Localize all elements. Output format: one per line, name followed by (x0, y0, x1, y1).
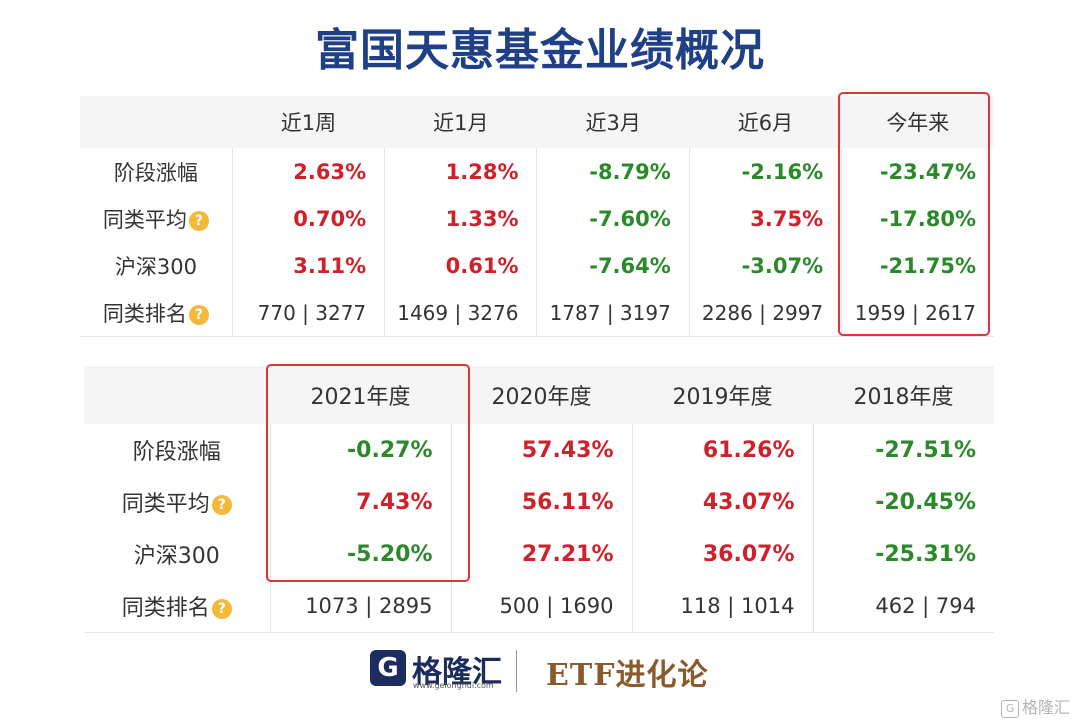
value-cell: 27.21% (450, 528, 632, 580)
header-cell: 2018年度 (813, 366, 994, 424)
value-cell: 56.11% (450, 476, 632, 528)
value-cell: 3.11% (231, 242, 385, 289)
row-label: 同类平均? (80, 195, 232, 242)
row-label: 同类平均? (84, 476, 270, 528)
table-row: 阶段涨幅 2.63% 1.28% -8.79% -2.16% -23.47% (80, 148, 994, 195)
partner-text: ETF进化论 (546, 658, 709, 693)
rank-cell: 1073 | 2895 (269, 580, 451, 633)
table-header-row: 近1周 近1月 近3月 近6月 今年来 (80, 96, 994, 148)
value-cell: -8.79% (536, 148, 690, 195)
table-row: 阶段涨幅 -0.27% 57.43% 61.26% -27.51% (84, 424, 994, 476)
table-row: 同类排名? 1073 | 2895 500 | 1690 118 | 1014 … (84, 580, 994, 633)
table-row: 沪深300 -5.20% 27.21% 36.07% -25.31% (84, 528, 994, 580)
footer: G 格隆汇 www.gelonghui.com ETF进化论 (0, 648, 1080, 694)
highlight-box-ytd (838, 92, 990, 336)
value-cell: 36.07% (631, 528, 813, 580)
row-label-text: 沪深300 (133, 544, 220, 569)
value-cell: -5.20% (269, 528, 451, 580)
value-cell: -17.80% (841, 195, 994, 242)
value-cell: -21.75% (841, 242, 994, 289)
table-header-row: 2021年度 2020年度 2019年度 2018年度 (84, 366, 994, 424)
info-icon[interactable]: ? (211, 495, 232, 515)
rank-cell: 2286 | 2997 (688, 289, 842, 337)
watermark-logo-icon: G (1000, 700, 1019, 718)
value-cell: 2.63% (231, 148, 385, 195)
table-row: 同类排名? 770 | 3277 1469 | 3276 1787 | 3197… (80, 289, 994, 337)
row-label-text: 同类平均 (121, 492, 210, 517)
rank-cell: 1959 | 2617 (841, 289, 994, 337)
rank-cell: 118 | 1014 (631, 580, 813, 633)
row-label-text: 同类平均 (102, 207, 187, 232)
row-label-text: 阶段涨幅 (132, 440, 221, 465)
logo-text: 格隆汇 (412, 655, 502, 690)
header-cell: 近1周 (232, 96, 385, 148)
watermark-text: 格隆汇 (1021, 698, 1070, 717)
rank-cell: 1469 | 3276 (384, 289, 537, 337)
info-icon[interactable]: ? (188, 304, 209, 325)
header-cell (80, 96, 233, 148)
header-cell: 近3月 (536, 96, 690, 148)
rank-cell: 500 | 1690 (450, 580, 632, 633)
value-cell: -0.27% (269, 424, 451, 476)
rank-cell: 462 | 794 (812, 580, 994, 633)
value-cell: 0.70% (231, 195, 385, 242)
row-label-text: 同类排名 (121, 596, 210, 621)
performance-table-recent: 近1周 近1月 近3月 近6月 今年来 阶段涨幅 2.63% 1.28% -8.… (80, 96, 994, 337)
footer-divider (516, 650, 517, 692)
row-label: 阶段涨幅 (84, 424, 270, 476)
value-cell: -27.51% (812, 424, 994, 476)
header-cell: 2019年度 (632, 366, 813, 424)
value-cell: 1.33% (384, 195, 537, 242)
info-icon[interactable]: ? (188, 210, 209, 231)
row-label: 沪深300 (84, 528, 270, 580)
row-label: 同类排名? (84, 580, 270, 633)
row-label-text: 沪深300 (114, 254, 197, 279)
row-label: 阶段涨幅 (80, 148, 232, 195)
value-cell: -7.60% (536, 195, 690, 242)
value-cell: 3.75% (688, 195, 842, 242)
row-label: 沪深300 (80, 242, 232, 289)
logo-url: www.gelonghui.com (413, 681, 494, 690)
value-cell: -20.45% (812, 476, 994, 528)
gelonghui-logo: G (370, 650, 406, 686)
header-cell: 今年来 (841, 96, 994, 148)
highlight-box-2021 (266, 364, 470, 582)
value-cell: -2.16% (688, 148, 842, 195)
info-icon[interactable]: ? (211, 599, 232, 619)
table-row: 同类平均? 7.43% 56.11% 43.07% -20.45% (84, 476, 994, 528)
rank-cell: 770 | 3277 (231, 289, 385, 337)
header-cell: 近1月 (384, 96, 537, 148)
value-cell: -3.07% (688, 242, 842, 289)
value-cell: 1.28% (384, 148, 537, 195)
performance-table-annual: 2021年度 2020年度 2019年度 2018年度 阶段涨幅 -0.27% … (84, 366, 994, 633)
value-cell: 57.43% (450, 424, 632, 476)
value-cell: 0.61% (384, 242, 537, 289)
header-cell: 2020年度 (451, 366, 632, 424)
rank-cell: 1787 | 3197 (536, 289, 690, 337)
value-cell: 61.26% (631, 424, 813, 476)
page-title: 富国天惠基金业绩概况 (315, 25, 765, 76)
row-label-text: 同类排名 (102, 301, 187, 326)
table-row: 沪深300 3.11% 0.61% -7.64% -3.07% -21.75% (80, 242, 994, 289)
table-row: 同类平均? 0.70% 1.33% -7.60% 3.75% -17.80% (80, 195, 994, 242)
row-label-text: 阶段涨幅 (113, 160, 198, 185)
watermark: G 格隆汇 (1000, 694, 1070, 718)
value-cell: -7.64% (536, 242, 690, 289)
header-cell: 近6月 (689, 96, 842, 148)
header-cell: 2021年度 (270, 366, 451, 424)
value-cell: -23.47% (841, 148, 994, 195)
value-cell: -25.31% (812, 528, 994, 580)
row-label: 同类排名? (80, 289, 233, 337)
header-cell (84, 366, 270, 424)
value-cell: 43.07% (631, 476, 813, 528)
value-cell: 7.43% (269, 476, 451, 528)
